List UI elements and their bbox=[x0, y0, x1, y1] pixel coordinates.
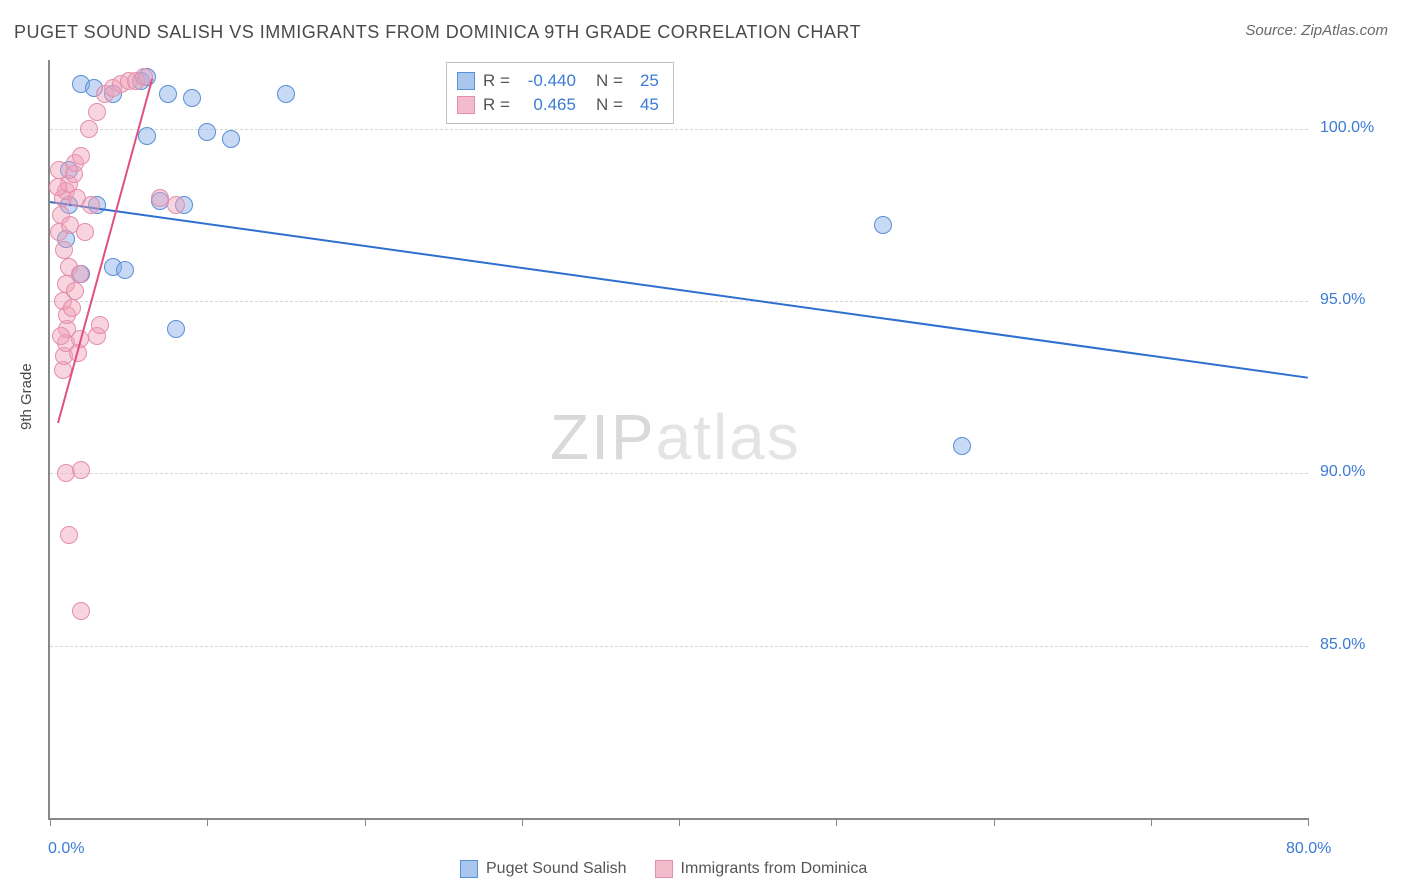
data-point bbox=[222, 130, 240, 148]
gridline-h bbox=[50, 646, 1308, 647]
x-tick bbox=[522, 818, 523, 826]
data-point bbox=[72, 147, 90, 165]
x-tick bbox=[50, 818, 51, 826]
legend-swatch bbox=[460, 860, 478, 878]
x-tick bbox=[1308, 818, 1309, 826]
watermark-zip: ZIP bbox=[550, 401, 656, 473]
x-tick bbox=[1151, 818, 1152, 826]
data-point bbox=[91, 316, 109, 334]
legend-r-label: R = bbox=[483, 93, 510, 117]
y-tick-label: 90.0% bbox=[1320, 463, 1365, 481]
data-point bbox=[72, 461, 90, 479]
legend-n-value: 25 bbox=[631, 69, 659, 93]
data-point bbox=[49, 178, 67, 196]
legend-swatch bbox=[655, 860, 673, 878]
data-point bbox=[88, 103, 106, 121]
legend-swatch bbox=[457, 96, 475, 114]
y-tick-label: 95.0% bbox=[1320, 291, 1365, 309]
source-prefix: Source: bbox=[1245, 22, 1301, 39]
chart-container: PUGET SOUND SALISH VS IMMIGRANTS FROM DO… bbox=[0, 0, 1406, 892]
data-point bbox=[277, 85, 295, 103]
data-point bbox=[80, 120, 98, 138]
legend-n-label: N = bbox=[596, 93, 623, 117]
data-point bbox=[68, 189, 86, 207]
y-axis-label: 9th Grade bbox=[18, 363, 35, 430]
series-legend-item: Puget Sound Salish bbox=[460, 860, 627, 878]
x-tick-label: 80.0% bbox=[1286, 840, 1331, 858]
data-point bbox=[138, 127, 156, 145]
data-point bbox=[55, 241, 73, 259]
x-tick bbox=[207, 818, 208, 826]
trend-line bbox=[50, 201, 1308, 379]
legend-row: R = -0.440 N = 25 bbox=[457, 69, 659, 93]
y-tick-label: 100.0% bbox=[1320, 119, 1374, 137]
legend-n-label: N = bbox=[596, 69, 623, 93]
legend-r-value: -0.440 bbox=[518, 69, 576, 93]
gridline-h bbox=[50, 301, 1308, 302]
x-tick bbox=[994, 818, 995, 826]
data-point bbox=[52, 327, 70, 345]
legend-swatch bbox=[457, 72, 475, 90]
data-point bbox=[167, 320, 185, 338]
data-point bbox=[72, 602, 90, 620]
series-name: Immigrants from Dominica bbox=[681, 860, 868, 878]
watermark-atlas: atlas bbox=[656, 401, 801, 473]
data-point bbox=[60, 526, 78, 544]
series-legend-item: Immigrants from Dominica bbox=[655, 860, 868, 878]
x-tick-label: 0.0% bbox=[48, 840, 84, 858]
legend-r-label: R = bbox=[483, 69, 510, 93]
x-tick bbox=[679, 818, 680, 826]
plot-area: ZIPatlas bbox=[48, 60, 1308, 820]
data-point bbox=[50, 161, 68, 179]
data-point bbox=[63, 299, 81, 317]
legend-r-value: 0.465 bbox=[518, 93, 576, 117]
source-name: ZipAtlas.com bbox=[1301, 22, 1388, 39]
correlation-legend: R = -0.440 N = 25 R = 0.465 N = 45 bbox=[446, 62, 674, 124]
chart-title: PUGET SOUND SALISH VS IMMIGRANTS FROM DO… bbox=[14, 22, 861, 43]
data-point bbox=[183, 89, 201, 107]
gridline-h bbox=[50, 473, 1308, 474]
x-tick bbox=[365, 818, 366, 826]
series-legend: Puget Sound Salish Immigrants from Domini… bbox=[460, 860, 867, 878]
data-point bbox=[71, 265, 89, 283]
data-point bbox=[61, 216, 79, 234]
y-tick-label: 85.0% bbox=[1320, 636, 1365, 654]
watermark: ZIPatlas bbox=[550, 400, 801, 474]
data-point bbox=[116, 261, 134, 279]
data-point bbox=[198, 123, 216, 141]
source-attribution: Source: ZipAtlas.com bbox=[1245, 22, 1388, 39]
gridline-h bbox=[50, 129, 1308, 130]
legend-n-value: 45 bbox=[631, 93, 659, 117]
data-point bbox=[874, 216, 892, 234]
data-point bbox=[159, 85, 177, 103]
data-point bbox=[167, 196, 185, 214]
data-point bbox=[66, 282, 84, 300]
x-tick bbox=[836, 818, 837, 826]
data-point bbox=[953, 437, 971, 455]
legend-row: R = 0.465 N = 45 bbox=[457, 93, 659, 117]
series-name: Puget Sound Salish bbox=[486, 860, 627, 878]
